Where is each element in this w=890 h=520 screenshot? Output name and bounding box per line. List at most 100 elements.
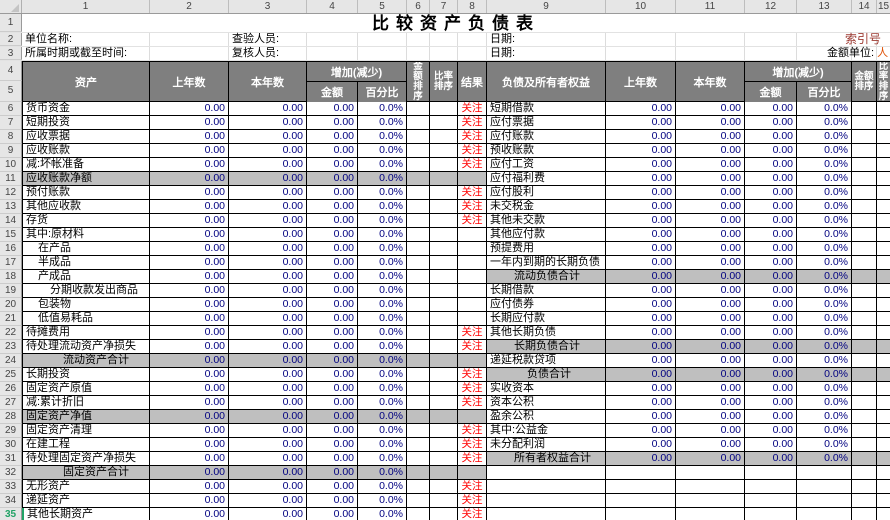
- cell-ratio-rank-right[interactable]: [877, 452, 890, 466]
- reviewer-label[interactable]: 复核人员:: [229, 47, 307, 60]
- row-number[interactable]: 31: [0, 452, 22, 466]
- column-number[interactable]: 15: [877, 1, 890, 12]
- cell-change-percent-right[interactable]: 0.0%: [797, 256, 852, 270]
- cell-prev-year-right[interactable]: [606, 466, 676, 480]
- cell-amount-rank-right[interactable]: [852, 452, 877, 466]
- cell-amount-rank-left[interactable]: [407, 410, 430, 424]
- row-number[interactable]: 16: [0, 242, 22, 256]
- header-prev-year-right[interactable]: 上年数: [606, 61, 676, 102]
- cell-change-amount-right[interactable]: [745, 494, 797, 508]
- cell-amount-rank-right[interactable]: [852, 256, 877, 270]
- cell-prev-year-left[interactable]: 0.00: [150, 424, 229, 438]
- cell-asset-name[interactable]: 无形资产: [22, 480, 150, 494]
- cell-prev-year-right[interactable]: [606, 494, 676, 508]
- column-number[interactable]: 5: [358, 0, 407, 13]
- cell-amount-rank-left[interactable]: [407, 480, 430, 494]
- row-number[interactable]: 12: [0, 186, 22, 200]
- cell-change-percent-right[interactable]: [797, 466, 852, 480]
- cell-current-year-left[interactable]: 0.00: [229, 396, 307, 410]
- cell-prev-year-left[interactable]: 0.00: [150, 242, 229, 256]
- cell-amount-rank-right[interactable]: [852, 270, 877, 284]
- cell-asset-name[interactable]: 预付账款: [22, 186, 150, 200]
- cell-prev-year-right[interactable]: [606, 508, 676, 520]
- empty-cell[interactable]: [745, 33, 797, 46]
- cell-amount-rank-left[interactable]: [407, 424, 430, 438]
- cell-current-year-right[interactable]: 0.00: [676, 116, 745, 130]
- cell-amount-rank-left[interactable]: [407, 438, 430, 452]
- row-number[interactable]: 32: [0, 466, 22, 480]
- cell-ratio-rank-right[interactable]: [877, 396, 890, 410]
- cell-change-amount-right[interactable]: 0.00: [745, 340, 797, 354]
- cell-change-percent-right[interactable]: 0.0%: [797, 270, 852, 284]
- cell-asset-name[interactable]: 在建工程: [22, 438, 150, 452]
- empty-cell[interactable]: [430, 47, 458, 60]
- cell-prev-year-right[interactable]: 0.00: [606, 312, 676, 326]
- cell-result[interactable]: 关注: [458, 424, 487, 438]
- cell-prev-year-left[interactable]: 0.00: [150, 354, 229, 368]
- cell-result[interactable]: 关注: [458, 102, 487, 116]
- header-change-amount-right[interactable]: 金额: [745, 82, 797, 103]
- column-number[interactable]: 7: [430, 0, 458, 13]
- cell-result[interactable]: 关注: [458, 116, 487, 130]
- cell-change-amount-left[interactable]: 0.00: [307, 396, 358, 410]
- column-number[interactable]: 14: [852, 0, 877, 13]
- cell-current-year-right[interactable]: 0.00: [676, 424, 745, 438]
- cell-change-percent-left[interactable]: 0.0%: [358, 256, 407, 270]
- cell-change-amount-left[interactable]: 0.00: [307, 494, 358, 508]
- cell-current-year-left[interactable]: 0.00: [229, 256, 307, 270]
- cell-ratio-rank-left[interactable]: [430, 424, 458, 438]
- cell-ratio-rank-right[interactable]: [877, 312, 890, 326]
- row-number[interactable]: 23: [0, 340, 22, 354]
- row-number[interactable]: 28: [0, 410, 22, 424]
- cell-ratio-rank-left[interactable]: [430, 200, 458, 214]
- cell-change-percent-right[interactable]: 0.0%: [797, 102, 852, 116]
- header-result[interactable]: 结果: [458, 61, 487, 102]
- cell-current-year-right[interactable]: 0.00: [676, 214, 745, 228]
- header-change-percent-right[interactable]: 百分比: [797, 82, 852, 103]
- cell-current-year-right[interactable]: 0.00: [676, 102, 745, 116]
- cell-prev-year-left[interactable]: 0.00: [150, 340, 229, 354]
- cell-change-percent-left[interactable]: 0.0%: [358, 452, 407, 466]
- cell-change-percent-right[interactable]: 0.0%: [797, 144, 852, 158]
- cell-prev-year-left[interactable]: 0.00: [150, 312, 229, 326]
- cell-amount-rank-left[interactable]: [407, 102, 430, 116]
- cell-result[interactable]: 关注: [458, 368, 487, 382]
- cell-amount-rank-left[interactable]: [407, 452, 430, 466]
- row-number[interactable]: 35: [0, 508, 22, 520]
- cell-ratio-rank-right[interactable]: [877, 158, 890, 172]
- cell-change-percent-left[interactable]: 0.0%: [358, 172, 407, 186]
- cell-amount-rank-left[interactable]: [407, 158, 430, 172]
- cell-change-percent-right[interactable]: 0.0%: [797, 214, 852, 228]
- empty-cell[interactable]: [852, 47, 877, 60]
- cell-asset-name[interactable]: 半成品: [22, 256, 150, 270]
- cell-amount-rank-left[interactable]: [407, 116, 430, 130]
- cell-amount-rank-right[interactable]: [852, 102, 877, 116]
- cell-result[interactable]: 关注: [458, 382, 487, 396]
- cell-prev-year-left[interactable]: 0.00: [150, 144, 229, 158]
- row-number[interactable]: 14: [0, 214, 22, 228]
- cell-change-amount-right[interactable]: 0.00: [745, 270, 797, 284]
- cell-change-amount-right[interactable]: 0.00: [745, 186, 797, 200]
- index-number-label[interactable]: 索引号: [845, 32, 882, 46]
- cell-ratio-rank-left[interactable]: [430, 172, 458, 186]
- empty-cell[interactable]: [852, 33, 877, 46]
- cell-change-amount-right[interactable]: [745, 508, 797, 520]
- cell-change-amount-left[interactable]: 0.00: [307, 270, 358, 284]
- cell-prev-year-left[interactable]: 0.00: [150, 410, 229, 424]
- cell-current-year-right[interactable]: 0.00: [676, 438, 745, 452]
- cell-change-amount-left[interactable]: 0.00: [307, 382, 358, 396]
- empty-cell[interactable]: [358, 47, 407, 60]
- row-number[interactable]: 2: [0, 33, 22, 46]
- cell-result[interactable]: 关注: [458, 158, 487, 172]
- cell-asset-name[interactable]: 存货: [22, 214, 150, 228]
- row-number[interactable]: 34: [0, 494, 22, 508]
- cell-ratio-rank-right[interactable]: [877, 186, 890, 200]
- cell-amount-rank-right[interactable]: [852, 438, 877, 452]
- cell-ratio-rank-left[interactable]: [430, 396, 458, 410]
- cell-result[interactable]: 关注: [458, 396, 487, 410]
- cell-change-amount-right[interactable]: 0.00: [745, 368, 797, 382]
- cell-amount-rank-left[interactable]: [407, 284, 430, 298]
- cell-amount-rank-left[interactable]: [407, 340, 430, 354]
- cell-current-year-right[interactable]: 0.00: [676, 340, 745, 354]
- cell-change-percent-right[interactable]: 0.0%: [797, 438, 852, 452]
